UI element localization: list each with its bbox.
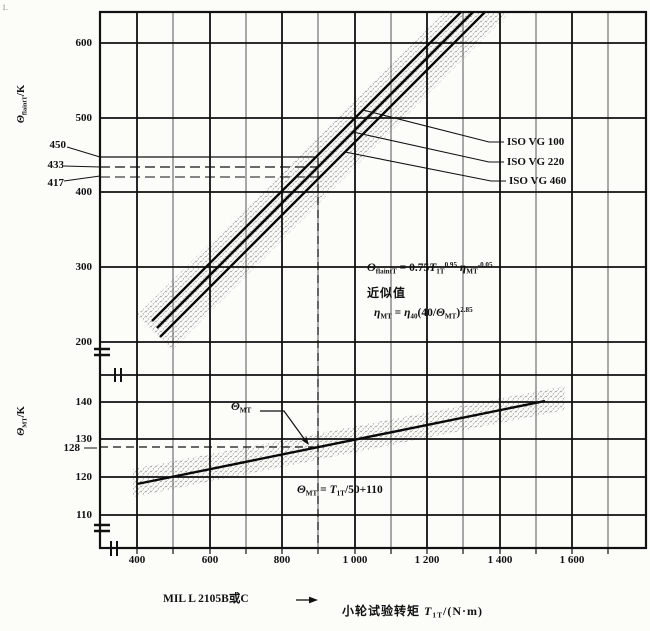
theta-mt-arrowhead bbox=[302, 437, 309, 445]
curve-theta-mt bbox=[136, 399, 546, 486]
top-y-tick-600: 600 bbox=[75, 37, 93, 49]
x-tick-1000: 1 000 bbox=[342, 554, 368, 566]
scatter-band-top bbox=[137, 12, 510, 350]
page-corner-mark: 1. bbox=[2, 3, 8, 12]
top-y-tick-300: 300 bbox=[75, 261, 93, 273]
leader-433 bbox=[63, 165, 101, 168]
axis-break-y-top-icon bbox=[94, 347, 110, 357]
top-y-tick-400: 400 bbox=[75, 186, 93, 198]
ref-label-417: 417 bbox=[47, 177, 65, 189]
curve-iso-vg-100 bbox=[151, 11, 462, 322]
x-tick-800: 800 bbox=[273, 554, 291, 566]
formula-viscosity: ηMT = η40(40/ΘMT)2.85 bbox=[374, 306, 473, 321]
grid-horizontal-major bbox=[100, 42, 646, 516]
x-axis-label: 小轮试验转矩 T1T/(N·m) bbox=[342, 604, 484, 620]
leader-450 bbox=[66, 146, 101, 158]
curve-iso-vg-460 bbox=[159, 11, 486, 338]
top-y-axis-label: ΘflaintT/K bbox=[16, 84, 29, 124]
grid-vertical-major bbox=[136, 12, 573, 548]
series-label-iso-vg-220: ISO VG 220 bbox=[507, 156, 565, 168]
x-tick-600: 600 bbox=[201, 554, 219, 566]
axis-break-x-icon bbox=[110, 541, 118, 556]
ref-label-128: 128 bbox=[63, 442, 81, 454]
bottom-y-tick-130: 130 bbox=[75, 433, 93, 445]
bottom-y-tick-120: 120 bbox=[75, 471, 93, 483]
mil-reference-note: MIL L 2105B或C bbox=[163, 593, 249, 605]
theta-mt-arrow-line bbox=[260, 410, 306, 441]
formula-oil-temperature: ΘMT = T1T/50+110 bbox=[297, 484, 383, 498]
axis-break-mid-icon bbox=[114, 368, 122, 382]
formula-flash-temperature: ΘflaintT = 0.75T1T0.95 ηMT-0.05 bbox=[367, 261, 493, 276]
bottom-y-tick-140: 140 bbox=[75, 396, 93, 408]
top-y-tick-500: 500 bbox=[75, 112, 93, 124]
leader-iso-vg-100 bbox=[362, 109, 504, 143]
curve-label-theta-mt: ΘMT bbox=[231, 401, 252, 415]
mil-arrowhead bbox=[309, 596, 318, 604]
axis-break-y-bottom-icon bbox=[94, 523, 110, 533]
top-y-tick-200: 200 bbox=[75, 336, 93, 348]
x-axis-ticks bbox=[136, 548, 609, 554]
series-label-iso-vg-100: ISO VG 100 bbox=[507, 136, 565, 148]
curve-iso-vg-220 bbox=[156, 11, 474, 329]
leader-iso-vg-220 bbox=[352, 131, 504, 163]
leader-417 bbox=[63, 175, 101, 182]
approx-value-note: 近似值 bbox=[367, 286, 407, 300]
x-tick-1600: 1 600 bbox=[559, 554, 585, 566]
plot-frame bbox=[98, 10, 648, 550]
ref-label-433: 433 bbox=[47, 159, 65, 171]
x-tick-400: 400 bbox=[128, 554, 146, 566]
leader-iso-vg-460 bbox=[344, 151, 506, 182]
bottom-y-axis-label: ΘMT/K bbox=[16, 406, 29, 436]
ref-label-450: 450 bbox=[49, 139, 67, 151]
x-tick-1200: 1 200 bbox=[414, 554, 440, 566]
bottom-y-tick-110: 110 bbox=[76, 509, 92, 521]
series-label-iso-vg-460: ISO VG 460 bbox=[509, 175, 567, 187]
x-tick-1400: 1 400 bbox=[487, 554, 513, 566]
